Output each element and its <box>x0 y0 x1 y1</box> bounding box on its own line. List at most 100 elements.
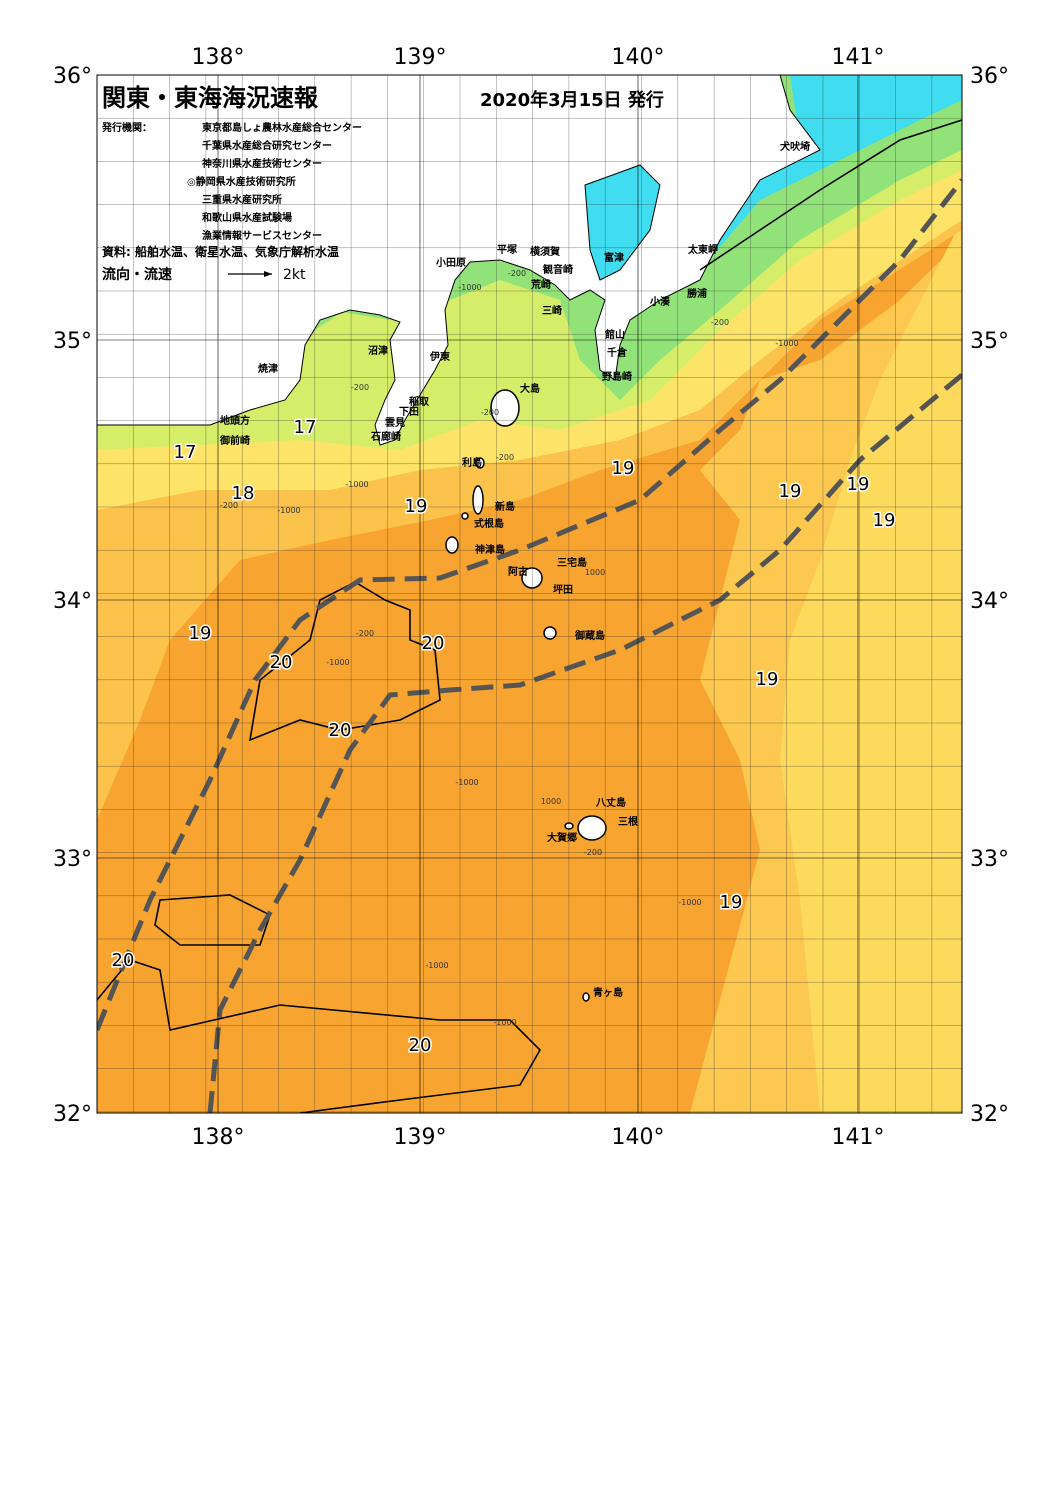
lat-label: 36° <box>970 64 1009 89</box>
place-name: 神津島 <box>475 543 505 556</box>
depth-label: -200 <box>220 501 238 510</box>
lon-label: 140° <box>612 1125 665 1150</box>
sea-east-cool <box>780 220 962 1113</box>
place-name: 伊東 <box>429 350 450 363</box>
issuer: 神奈川県水産技術センター <box>202 157 322 170</box>
issuer: ◎静岡県水産技術研究所 <box>187 175 296 188</box>
lon-label: 138° <box>192 1125 245 1150</box>
isotherm-label: 20 <box>409 1035 432 1056</box>
place-name: 式根島 <box>474 517 504 530</box>
place-name: 地頭方 <box>220 414 250 427</box>
isotherm-label: 19 <box>405 496 428 517</box>
place-name: 荒崎 <box>530 278 551 291</box>
depth-label: -1000 <box>775 339 798 348</box>
isotherms <box>97 119 962 1113</box>
place-name: 焼津 <box>258 362 278 375</box>
place-name: 三宅島 <box>557 556 587 569</box>
lat-label: 35° <box>53 329 92 354</box>
place-name: 平塚 <box>497 243 517 256</box>
place-name: 御蔵島 <box>574 629 605 642</box>
lat-label: 35° <box>970 329 1009 354</box>
depth-label: -1000 <box>458 283 481 292</box>
isotherm-label: 20 <box>329 720 352 741</box>
place-name: 小湊 <box>649 295 671 308</box>
title: 関東・東海海況速報 <box>102 84 319 112</box>
place-name: 館山 <box>604 328 625 341</box>
issuers-label: 発行機関： <box>101 121 152 134</box>
place-name: 稲取 <box>409 395 430 408</box>
lat-label: 33° <box>53 847 92 872</box>
depth-label: -1000 <box>326 658 349 667</box>
depth-label: -1000 <box>345 480 368 489</box>
lon-label: 139° <box>394 45 447 70</box>
isotherm-label: 20 <box>112 950 135 971</box>
depth-label: -1000 <box>455 778 478 787</box>
depth-label: 1000 <box>541 797 561 806</box>
lat-label: 32° <box>53 1102 92 1127</box>
isotherm-label: 19 <box>612 458 635 479</box>
place-name: 三崎 <box>542 304 562 317</box>
place-name: 千倉 <box>607 346 628 359</box>
issuer: 和歌山県水産試験場 <box>201 211 292 224</box>
lat-label: 33° <box>970 847 1009 872</box>
depth-label: -200 <box>351 383 369 392</box>
place-name: 犬吠埼 <box>780 140 810 153</box>
place-name: 大賀郷 <box>547 831 577 844</box>
place-name: 大島 <box>520 382 540 395</box>
place-name: 観音崎 <box>543 263 573 276</box>
isotherm-label: 20 <box>270 652 293 673</box>
isotherm-label: 17 <box>174 442 197 463</box>
place-name: 石廊崎 <box>370 430 401 443</box>
place-name: 横須賀 <box>530 245 560 258</box>
isotherm-label: 19 <box>847 474 870 495</box>
lon-label: 138° <box>192 45 245 70</box>
issuer: 漁業情報サービスセンター <box>202 229 322 242</box>
lat-label: 34° <box>970 589 1009 614</box>
place-name: 太東岬 <box>687 243 718 256</box>
isotherm-label: 19 <box>873 510 896 531</box>
lon-label: 141° <box>832 1125 885 1150</box>
lon-label: 141° <box>832 45 885 70</box>
sea-coldest <box>700 75 962 270</box>
issuer: 東京都島しょ農林水産総合センター <box>202 121 362 134</box>
isotherm-label: 19 <box>720 892 743 913</box>
legend-scale: 2kt <box>283 267 306 283</box>
kuroshio-paths <box>97 178 962 1113</box>
issuer: 千葉県水産総合研究センター <box>202 139 332 152</box>
lat-label: 36° <box>53 64 92 89</box>
isotherm-label: 17 <box>294 417 317 438</box>
issuer: 三重県水産研究所 <box>202 193 282 206</box>
place-name: 野島崎 <box>602 370 632 383</box>
place-name: 沼津 <box>368 344 388 357</box>
depth-label: -200 <box>496 453 514 462</box>
depth-label: -1000 <box>678 898 701 907</box>
place-name: 小田原 <box>435 256 466 269</box>
place-name: 三根 <box>618 815 638 828</box>
place-name: 坪田 <box>553 583 573 596</box>
issue-date: 2020年3月15日 発行 <box>480 89 664 111</box>
lon-label: 139° <box>394 1125 447 1150</box>
depth-label: -1000 <box>493 1018 516 1027</box>
place-name: 勝浦 <box>687 287 707 300</box>
place-name: 下田 <box>399 406 419 418</box>
legend-arrowhead <box>264 271 272 277</box>
isotherm-label: 19 <box>756 669 779 690</box>
depth-label: -200 <box>711 318 729 327</box>
depth-label: -1000 <box>277 506 300 515</box>
depth-label: -200 <box>481 408 499 417</box>
depth-label: -200 <box>508 269 526 278</box>
lat-label: 34° <box>53 589 92 614</box>
lat-label: 32° <box>970 1102 1009 1127</box>
place-name: 八丈島 <box>595 796 626 809</box>
tokyo-bay <box>584 164 661 281</box>
sea-temperature-field <box>97 75 962 1113</box>
depth-label: -200 <box>584 848 602 857</box>
isotherm-label: 19 <box>189 623 212 644</box>
legend-label: 流向・流速 <box>102 266 172 283</box>
place-name: 阿古 <box>508 565 528 578</box>
lon-label: 140° <box>612 45 665 70</box>
depth-label: 1000 <box>585 568 605 577</box>
sources: 資料: 船舶水温、衛星水温、気象庁解析水温 <box>102 244 339 259</box>
